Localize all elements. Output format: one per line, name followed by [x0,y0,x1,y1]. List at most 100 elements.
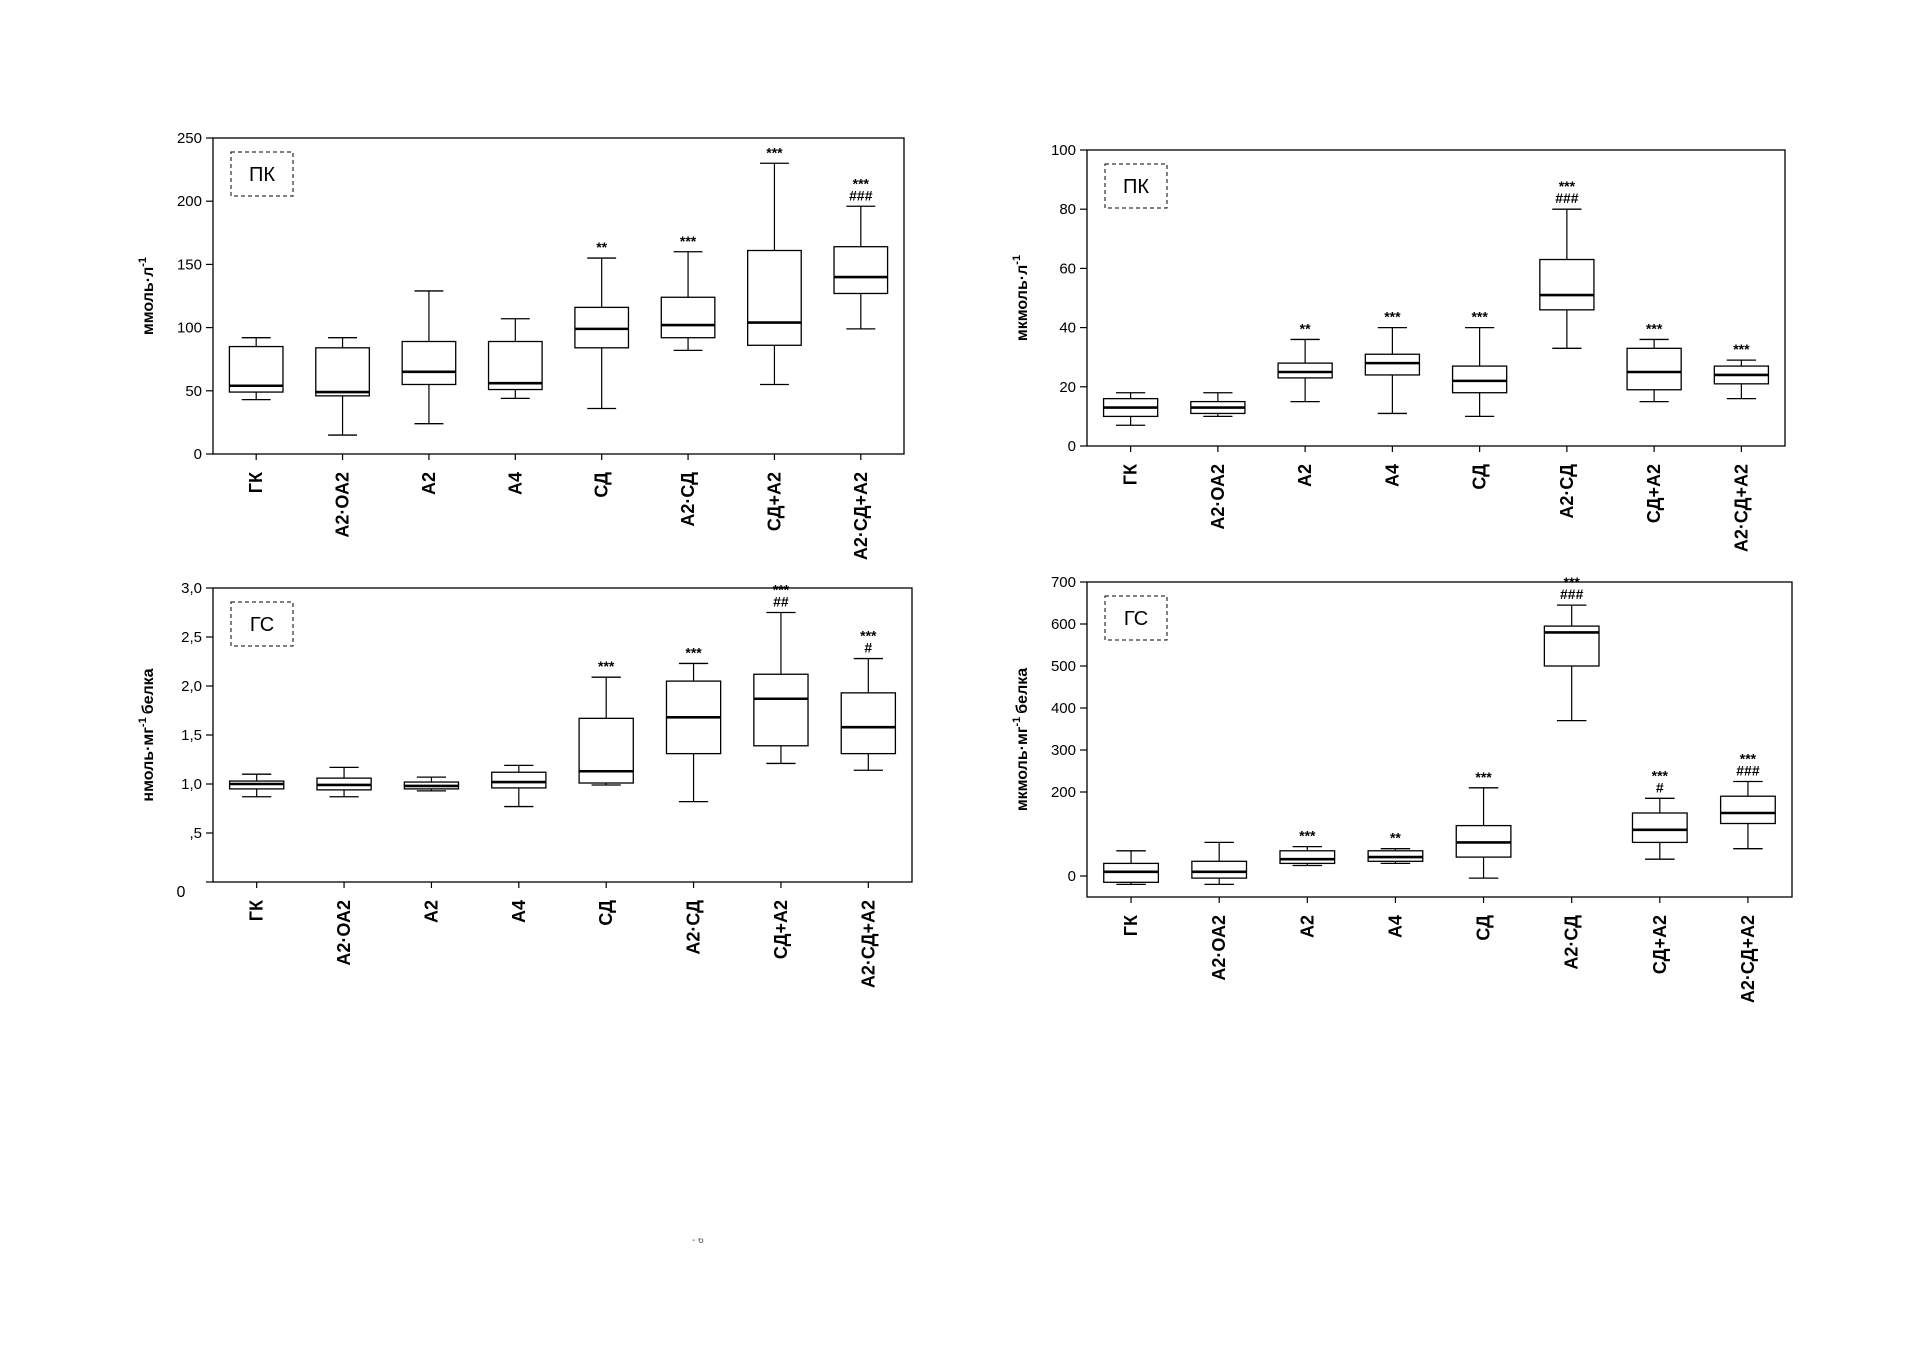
chart-panel-3: ,5 1,0 1,5 2,0 2,5 3,0 0 нмоль·мг-1 белка ГС ГК А2·… [137,580,913,988]
x-tick-label: А4 [1382,464,1402,487]
x-tick-label: ГК [247,899,267,921]
y-axis-label-main: нмоль·мг [140,727,157,802]
y-tick-label: 0 [194,446,202,463]
y-tick-label: 80 [1059,201,1076,218]
box-iqr [1631,812,1688,844]
x-tick-label: СД [1474,915,1494,941]
y-axis-label-sup: -1 [1011,255,1023,265]
panel-label-frame [230,151,294,197]
significance-mark: *** [860,628,877,644]
box-6: *** [660,233,716,352]
x-tick-label: А2·СД [1562,915,1582,970]
y-axis-label-sup: -1 [1011,717,1023,727]
x-tick-label: А4 [505,472,525,495]
panel-label-frame [1104,163,1168,209]
significance-mark: ## [773,594,789,610]
y-axis-label-main: мкмоль·мг [1014,726,1031,811]
panel-label-frame [230,601,294,647]
box-5: ** [574,239,630,410]
box-7: ***## [753,582,809,765]
chart-panel-1: 0 50 100 150 200 250 ммоль·л-1 ПК ГК А2·ОА2 А2 А4 **… [137,130,905,560]
box-iqr [1626,347,1682,391]
box-iqr [491,771,547,789]
y-tick-label: 400 [1051,700,1076,717]
x-tick-label: ГК [1121,463,1141,485]
box-iqr [1719,795,1776,825]
y-tick-label: 0 [1068,868,1076,885]
significance-mark: ** [1390,830,1401,846]
box-7: *** [1626,320,1682,403]
significance-mark: *** [1559,178,1576,194]
box-1 [1102,392,1159,426]
box-1 [1103,850,1160,886]
box-2 [316,766,372,798]
significance-mark: ### [1736,763,1760,779]
x-tick-label: А2·ОА2 [334,900,354,966]
box-8: *** [1713,341,1770,400]
plot-frame [1086,581,1793,898]
box-8: ***# [840,628,897,771]
box-iqr [833,246,889,295]
significance-mark: ### [849,187,873,203]
x-tick-label: А2 [421,900,441,923]
box-8: ***### [833,175,889,330]
box-iqr [401,340,457,386]
y-axis-label-main: ммоль·л [140,267,157,335]
y-tick-label: 0 [1068,438,1076,455]
y-tick-label: 3,0 [181,580,202,597]
box-2 [315,337,370,436]
box-3: *** [1279,828,1336,867]
significance-mark: *** [1564,574,1581,590]
significance-mark: ** [596,239,607,255]
y-tick-label: 150 [177,256,202,273]
significance-mark: # [1656,779,1664,795]
box-iqr [1364,353,1421,376]
x-tick-label: А2·СД [678,472,698,527]
x-tick-label: А2·СД+А2 [858,900,878,988]
y-tick-label: 500 [1051,658,1076,675]
significance-mark: *** [773,582,790,598]
y-tick-label: 40 [1059,320,1076,337]
x-tick-label: СД+А2 [1650,915,1670,974]
box-iqr [840,692,897,755]
y-axis-label-tail: белка [1014,668,1031,714]
box-iqr [1451,365,1508,394]
box-iqr [753,673,809,747]
x-tick-label: А2·ОА2 [333,472,353,538]
y-tick-label: ,5 [189,825,202,842]
y-tick-label: 600 [1051,616,1076,633]
y-tick-label: 2,5 [181,629,202,646]
box-1 [228,773,285,798]
box-iqr [1277,362,1333,379]
significance-mark: *** [1471,309,1488,325]
significance-mark: *** [1384,309,1401,325]
x-tick-label: СД [592,472,612,498]
y-tick-label: 100 [1051,142,1076,159]
x-tick-label: А2·СД [1557,464,1577,519]
significance-mark: *** [1646,320,1663,336]
box-5: *** [1455,769,1512,879]
x-tick-label: ГК [1121,914,1141,936]
box-5: *** [578,658,634,786]
x-tick-label: А2·ОА2 [1208,464,1228,530]
panel-label-frame [1104,595,1168,641]
y-axis-label: мкмоль·мг-1 белка [1011,668,1031,811]
y-tick-label: 250 [177,130,202,147]
significance-mark: ### [1555,190,1579,206]
x-tick-label: А2 [419,472,439,495]
box-4 [487,318,543,400]
significance-mark: *** [1733,341,1750,357]
box-iqr [1279,850,1336,865]
x-tick-label: СД+А2 [764,472,784,531]
y-tick-label: 50 [185,383,202,400]
box-1 [228,337,284,401]
y-tick-label: 700 [1051,574,1076,591]
y-axis-label-sup: -1 [137,257,149,267]
box-6: ***### [1539,178,1595,349]
y-tick-label: 60 [1059,260,1076,277]
y-tick-label: 200 [1051,784,1076,801]
x-tick-label: А2·ОА2 [1209,915,1229,981]
box-7: ***# [1631,767,1688,860]
chart-panel-2: 0 20 40 60 80 100 мкмоль·л-1 ПК ГК А2·ОА2 ** А2 *** А… [1011,142,1786,552]
